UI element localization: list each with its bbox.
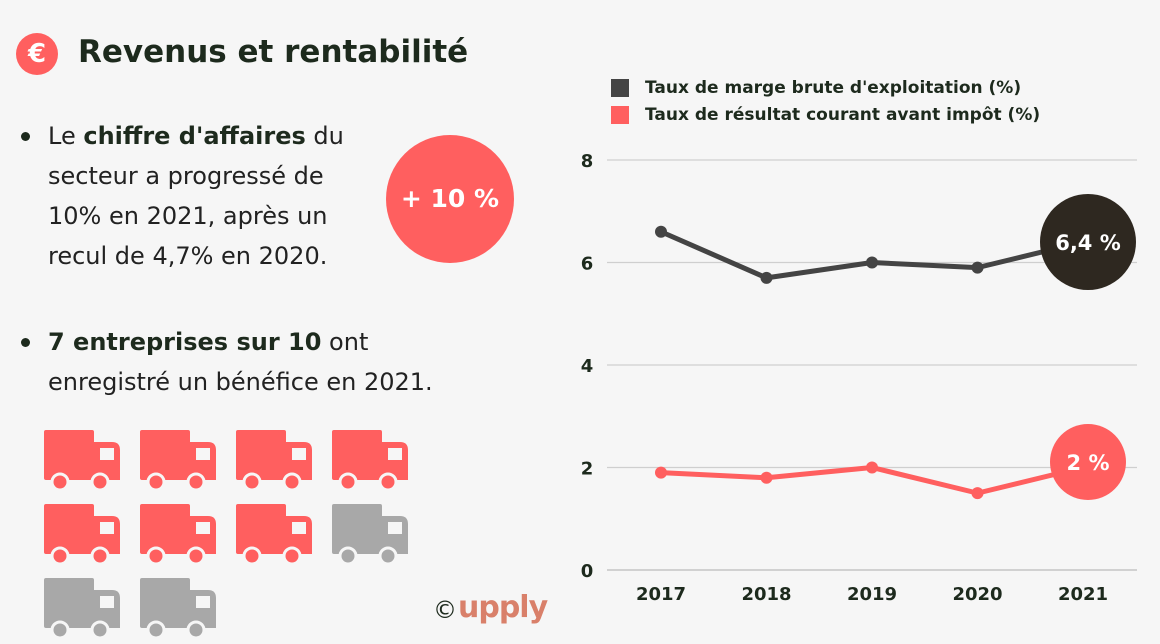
data-point (866, 461, 878, 474)
bullet-dot (21, 338, 30, 347)
bullet-text: ont enregistré un bénéfice en 2021. (48, 328, 433, 396)
y-tick-label: 8 (581, 151, 594, 172)
bullet-dot (21, 132, 30, 141)
bullet-revenue: Le chiffre d'affaires du secteur a progr… (21, 116, 378, 276)
legend-swatch (611, 79, 629, 97)
data-point (760, 271, 773, 284)
truck-icon (140, 578, 216, 640)
y-tick-label: 4 (581, 356, 594, 377)
page-title: Revenus et rentabilité (78, 34, 469, 70)
euro-icon: € (16, 33, 58, 75)
legend-label: Taux de résultat courant avant impôt (%) (645, 105, 1041, 125)
data-point (655, 225, 667, 238)
y-tick-label: 0 (581, 561, 594, 582)
x-tick-label: 2021 (1058, 584, 1108, 605)
upply-logo: upply (458, 590, 548, 625)
data-point (866, 256, 878, 269)
series-line (659, 229, 1084, 281)
legend-label: Taux de marge brute d'exploitation (%) (645, 78, 1022, 98)
end-label-bubble (1040, 194, 1136, 290)
data-point (971, 487, 984, 500)
bullet-bold: chiffre d'affaires (83, 122, 306, 150)
legend-item-resultat: Taux de résultat courant avant impôt (%) (611, 105, 1040, 125)
legend-swatch (611, 106, 629, 124)
x-tick-label: 2020 (952, 584, 1002, 605)
x-tick-label: 2019 (847, 584, 897, 605)
bullet-text: du secteur a progressé de 10% en 2021, a… (48, 122, 344, 270)
bullet-text: Le (48, 122, 84, 150)
data-point (971, 261, 984, 274)
copyright-symbol: © (433, 596, 457, 624)
end-value-label: 6,4 % (1055, 231, 1121, 255)
truck-icon (44, 578, 120, 640)
y-tick-label: 6 (581, 254, 594, 275)
y-tick-label: 2 (581, 459, 594, 480)
truck-icon (332, 430, 408, 492)
truck-icon (44, 430, 120, 492)
legend-item-marge: Taux de marge brute d'exploitation (%) (611, 78, 1021, 98)
truck-icon (140, 430, 216, 492)
data-point (760, 471, 773, 484)
x-tick-label: 2018 (741, 584, 791, 605)
bullet-bold: 7 entreprises sur 10 (48, 328, 322, 356)
truck-pictogram (42, 428, 502, 640)
truck-icon (236, 430, 312, 492)
data-point (655, 466, 667, 479)
growth-badge: + 10 % (386, 135, 514, 263)
truck-icon (332, 504, 408, 566)
x-tick-label: 2017 (636, 584, 686, 605)
truck-icon (44, 504, 120, 566)
truck-icon (140, 504, 216, 566)
end-value-label: 2 % (1067, 451, 1110, 475)
truck-icon (236, 504, 312, 566)
bullet-profit: 7 entreprises sur 10 ont enregistré un b… (21, 322, 488, 402)
end-label-bubble (1050, 424, 1126, 500)
